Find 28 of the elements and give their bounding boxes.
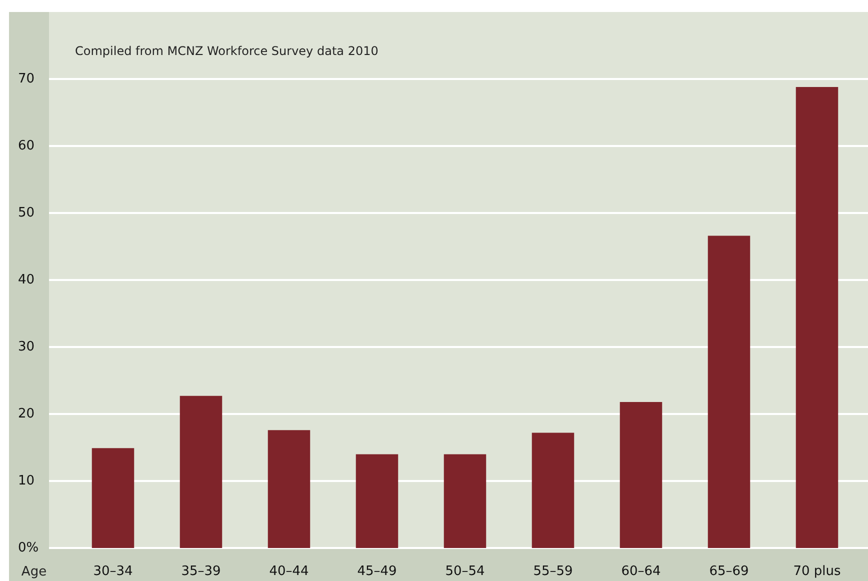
bar: [268, 430, 310, 548]
x-axis-title: Age: [21, 564, 47, 580]
bar: [620, 402, 662, 548]
bar: [708, 236, 750, 548]
x-tick-label: 70 plus: [793, 564, 841, 580]
y-tick-label: 40: [18, 272, 35, 288]
bar: [180, 396, 222, 548]
x-tick-label: 60–64: [621, 564, 661, 580]
x-tick-label: 65–69: [709, 564, 749, 580]
x-tick-label: 30–34: [93, 564, 133, 580]
bar: [444, 454, 486, 548]
annotation: Compiled from MCNZ Workforce Survey data 2010: [75, 44, 378, 58]
y-tick-label: 60: [18, 138, 35, 154]
bar: [532, 432, 574, 548]
bar: [92, 448, 134, 548]
x-tick-label: 45–49: [357, 564, 397, 580]
y-tick-label: 70: [18, 71, 35, 86]
x-tick-label: 35–39: [181, 564, 221, 580]
y-tick-label: 20: [18, 406, 35, 422]
x-tick-label: 40–44: [269, 564, 309, 580]
y-tick-label: 30: [18, 339, 35, 354]
bar: [356, 454, 398, 548]
bar: [796, 87, 838, 548]
y-tick-label: 0%: [18, 540, 39, 556]
y-tick-label: 10: [18, 473, 35, 488]
x-tick-label: 55–59: [533, 564, 573, 580]
x-tick-label: 50–54: [445, 564, 485, 580]
y-tick-label: 50: [18, 205, 35, 220]
